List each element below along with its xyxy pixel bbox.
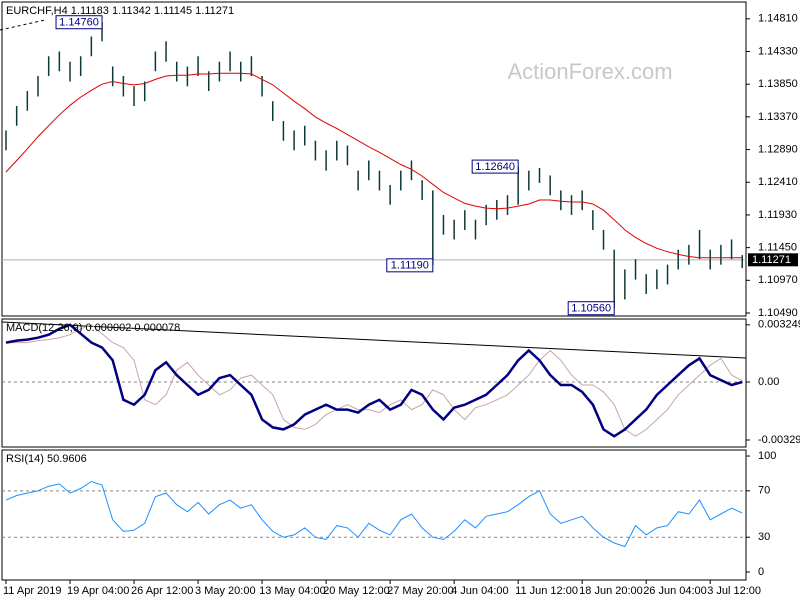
y-tick-label: 0.003249: [758, 319, 800, 331]
last-price-tag: [748, 253, 798, 267]
annotation-box: [567, 301, 615, 316]
y-tick-label: 1.11450: [758, 242, 797, 254]
x-tick-label: 4 Jun 04:00: [451, 585, 509, 597]
y-tick-label: 1.13370: [758, 111, 798, 123]
watermark: ActionForex.com: [507, 59, 672, 84]
panel-title: MACD(12,26,9) 0.000002 0.000078: [6, 322, 180, 334]
y-tick-label: 1.14810: [758, 13, 798, 25]
annotation-label: 1.11190: [391, 260, 429, 272]
rsi-line: [5, 480, 743, 548]
y-tick-label: 1.10490: [758, 307, 798, 319]
y-tick-label: 1.11930: [758, 209, 797, 221]
x-tick-label: 19 Apr 04:00: [67, 585, 129, 597]
panel-title: RSI(14) 50.9606: [6, 453, 87, 465]
panel-frame: [1, 1, 747, 317]
moving-average: [5, 72, 743, 259]
annotation-box: [471, 159, 519, 174]
y-tick-label: 1.10970: [758, 274, 798, 286]
annotation-label: 1.14760: [59, 17, 99, 29]
annotation-label: 1.12640: [475, 161, 515, 173]
x-tick-label: 11 Jun 12:00: [515, 585, 578, 597]
panel-frame: [1, 318, 747, 448]
panel-frame: [1, 449, 747, 581]
y-tick-label: 0: [758, 566, 764, 578]
x-tick-label: 26 Apr 12:00: [131, 585, 193, 597]
annotation-box: [386, 258, 434, 273]
x-tick-label: 27 May 20:00: [387, 585, 454, 597]
x-tick-label: 3 Jul 12:00: [707, 585, 761, 597]
x-tick-label: 18 Jun 20:00: [579, 585, 643, 597]
annotation-label: 1.10560: [571, 303, 611, 315]
y-tick-label: 100: [758, 450, 776, 462]
x-tick-label: 3 May 20:00: [195, 585, 256, 597]
x-tick-label: 20 May 12:00: [323, 585, 390, 597]
y-tick-label: 1.14330: [758, 45, 798, 57]
trend-line: [0, 19, 46, 31]
y-tick-label: 1.12890: [758, 143, 798, 155]
panel-title: EURCHF,H4 1.11183 1.11342 1.11145 1.1127…: [6, 5, 234, 17]
y-tick-label: 30: [758, 531, 770, 543]
x-tick-label: 26 Jun 04:00: [643, 585, 707, 597]
y-tick-label: 1.12410: [758, 176, 798, 188]
annotation-box: [55, 15, 103, 30]
last-price-label: 1.11271: [752, 254, 791, 266]
x-tick-label: 11 Apr 2019: [3, 585, 62, 597]
y-tick-label: -0.003293: [758, 434, 800, 446]
macd-line: [5, 323, 743, 438]
x-tick-label: 13 May 04:00: [259, 585, 326, 597]
y-tick-label: 1.13850: [758, 78, 798, 90]
y-tick-label: 70: [758, 485, 770, 497]
trend-line: [1, 321, 747, 359]
y-tick-label: 0.00: [758, 376, 779, 388]
signal-line: [6, 324, 743, 437]
